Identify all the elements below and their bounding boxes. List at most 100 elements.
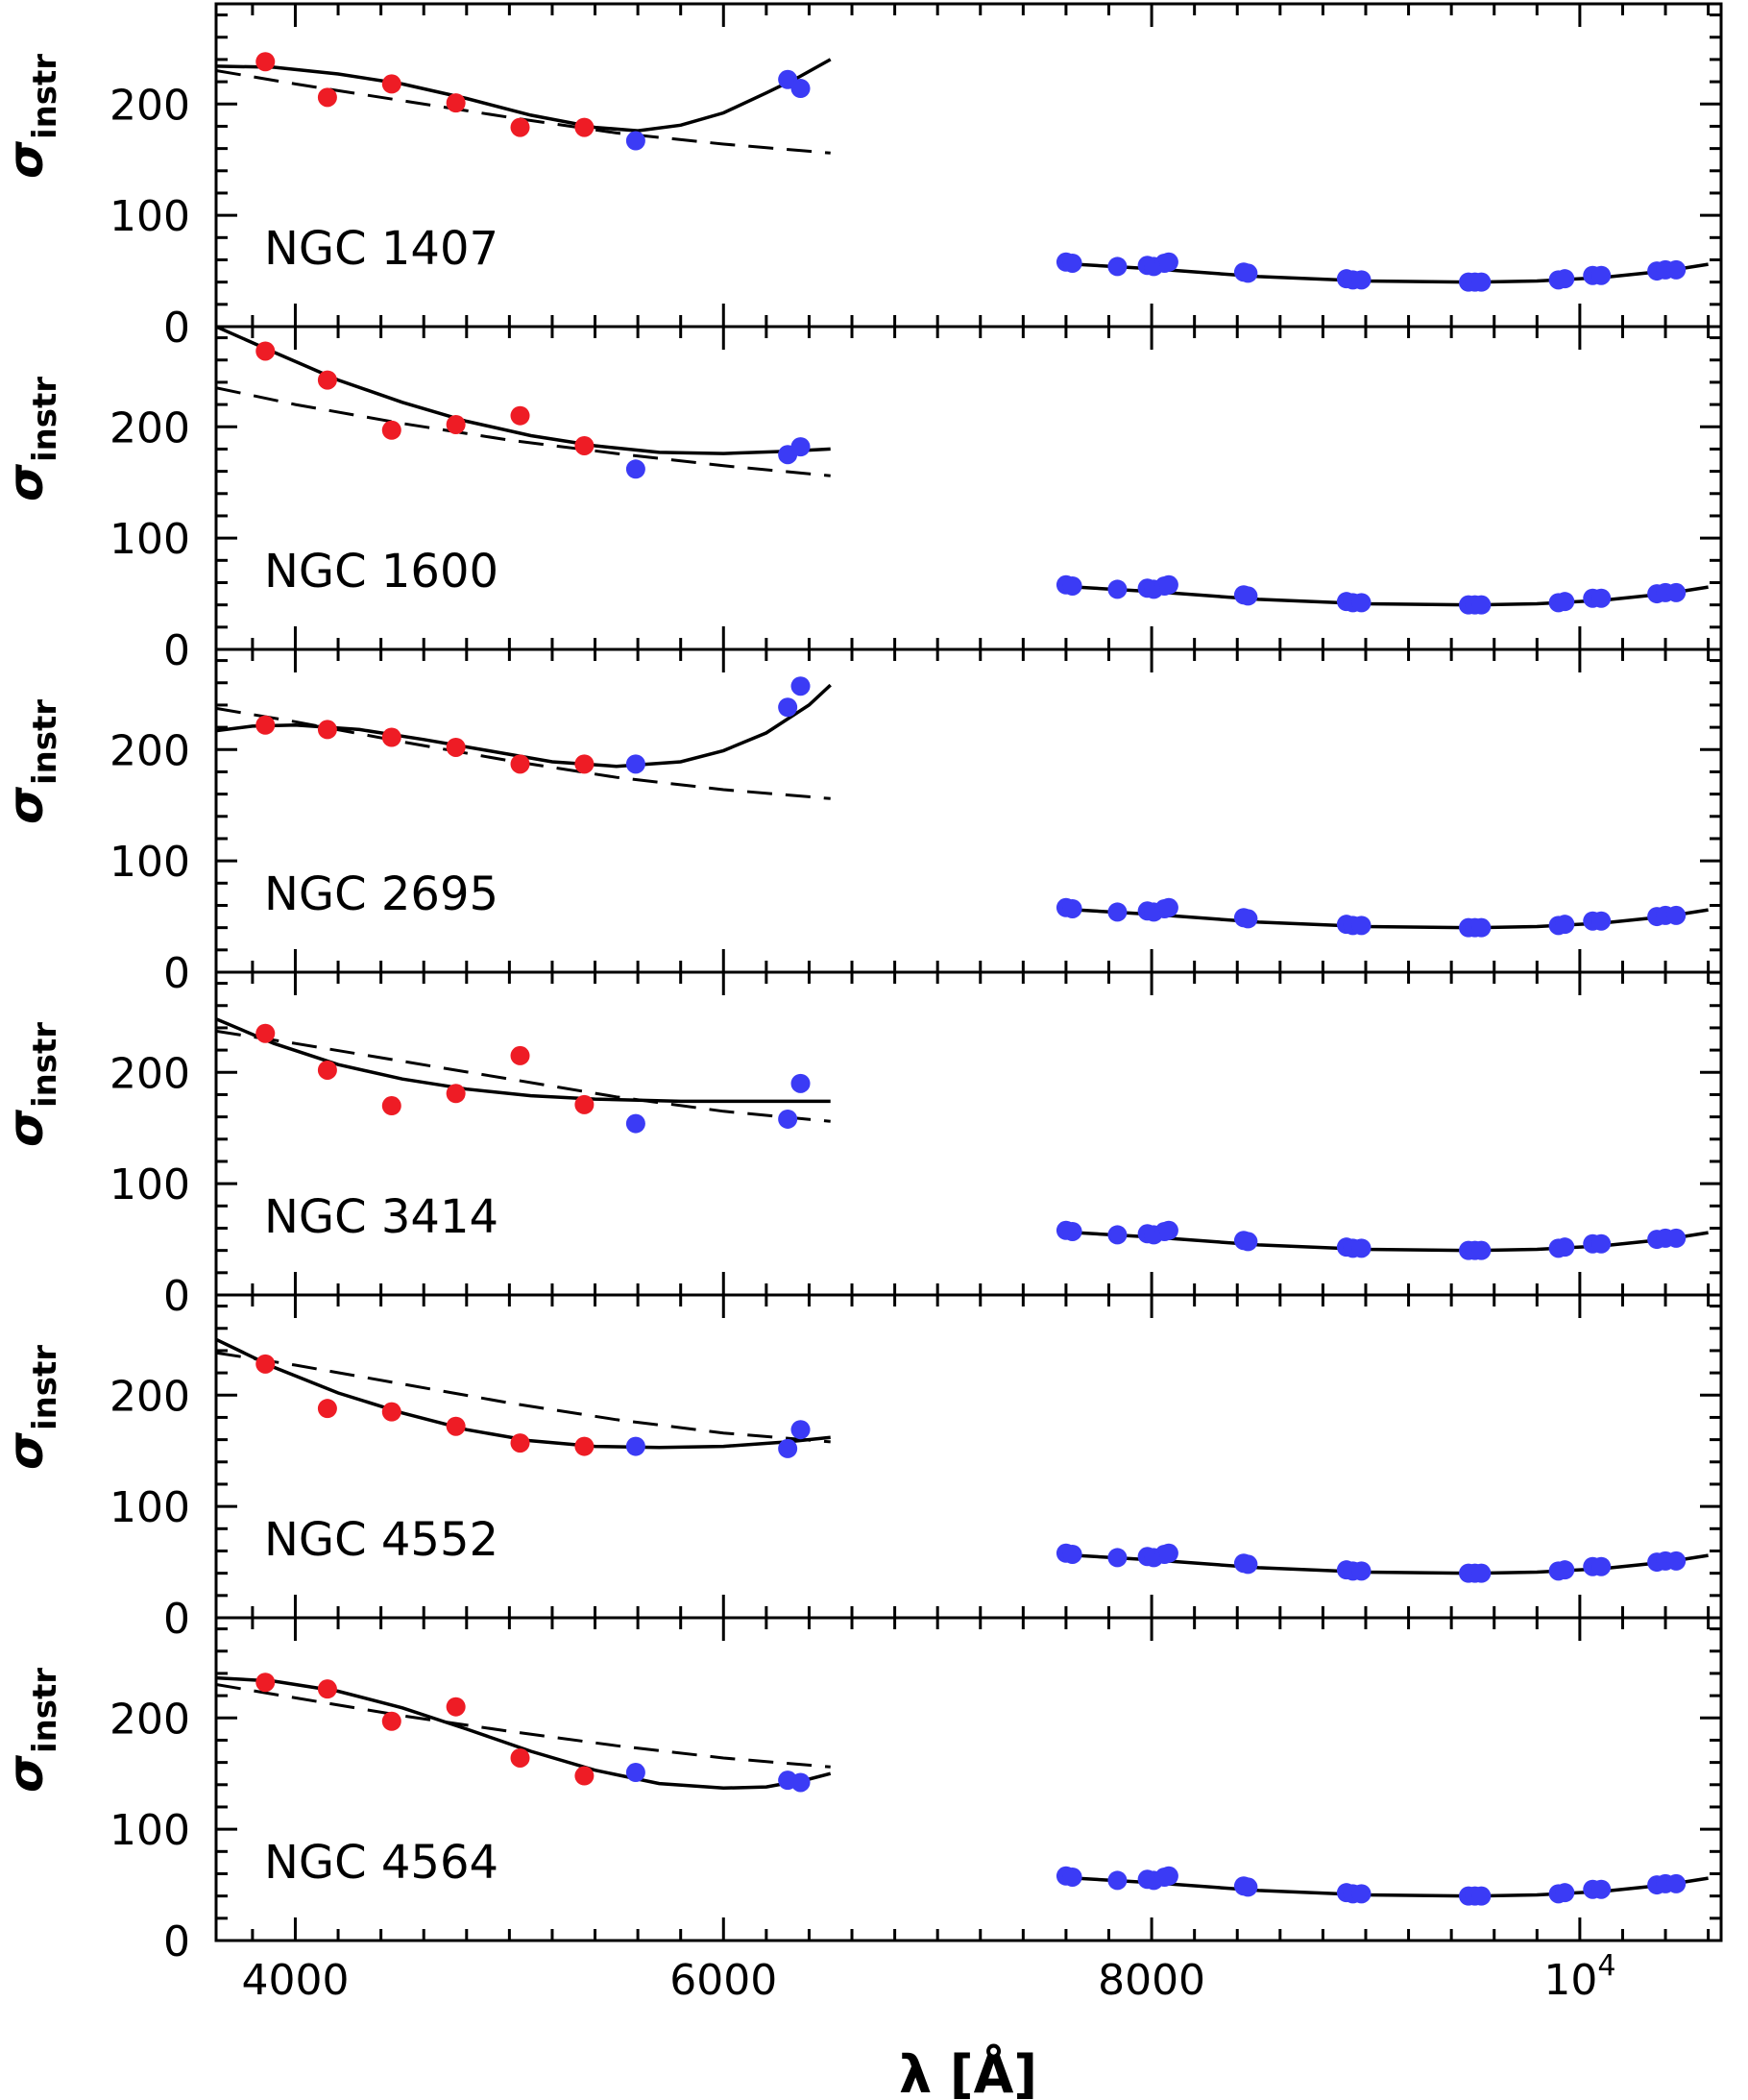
x-tick-text: 6000 — [669, 1956, 777, 2005]
nir-data-point — [1062, 898, 1082, 918]
nir-data-point — [1062, 1221, 1082, 1241]
nir-data-point — [1471, 272, 1492, 292]
galaxy-label: NGC 4564 — [264, 1836, 498, 1890]
nir-data-point — [1555, 1560, 1575, 1580]
y-axis-subscript: instr — [26, 1668, 64, 1753]
panel-ngc-2695: 0 100 200 σinstr NGC 2695 — [0, 647, 1723, 998]
nir-data-point — [1555, 1883, 1575, 1903]
x-tick-label: 104 — [1543, 1949, 1615, 2005]
dashed-fit-line — [216, 1683, 831, 1769]
y-tick-label: 100 — [109, 1483, 190, 1532]
nir-data-point — [1555, 592, 1575, 612]
optical-data-point — [510, 117, 530, 137]
nir-data-point — [1107, 1225, 1128, 1245]
panel-frame — [214, 647, 1723, 974]
optical-data-point — [510, 1433, 530, 1453]
y-axis-subscript: instr — [26, 54, 64, 139]
blue-data-point — [778, 697, 798, 718]
nir-data-point — [1666, 1873, 1687, 1893]
panel-ngc-4564: 0 100 200 σinstr NGC 4564 — [0, 1616, 1723, 1966]
optical-data-point — [381, 1402, 401, 1422]
y-tick-label: 200 — [109, 81, 190, 130]
panel-frame — [214, 1293, 1723, 1620]
galaxy-label: NGC 1600 — [264, 545, 498, 598]
blue-data-point — [625, 131, 645, 151]
dashed-fit-line — [216, 69, 831, 155]
y-axis-title: σinstr — [0, 1022, 64, 1147]
y-tick-label: 100 — [109, 515, 190, 564]
nir-data-point — [1107, 256, 1128, 277]
galaxy-label: NGC 3414 — [264, 1190, 498, 1244]
blue-data-point — [778, 1438, 798, 1458]
nir-data-point — [1471, 1563, 1492, 1583]
optical-data-point — [510, 1045, 530, 1065]
nir-data-point — [1555, 269, 1575, 289]
y-tick-label: 0 — [163, 626, 190, 675]
blue-data-point — [790, 676, 811, 696]
y-axis-symbol: σ — [0, 463, 54, 501]
nir-data-point — [1591, 911, 1612, 931]
optical-data-point — [446, 93, 466, 113]
y-axis-symbol: σ — [0, 786, 54, 824]
y-tick-label: 100 — [109, 1806, 190, 1855]
nir-data-point — [1158, 1220, 1178, 1240]
y-tick-label: 200 — [109, 1695, 190, 1744]
optical-data-point — [317, 87, 337, 108]
y-tick-label: 200 — [109, 1049, 190, 1098]
dashed-fit-line — [216, 706, 831, 800]
y-axis-title: σinstr — [0, 54, 64, 179]
dashed-fit-line — [216, 386, 831, 477]
blue-data-point — [625, 1113, 645, 1134]
optical-data-point — [381, 1711, 401, 1731]
optical-data-point — [510, 754, 530, 774]
y-tick-label: 0 — [163, 949, 190, 998]
y-axis-subscript: instr — [26, 699, 64, 785]
x-tick-label: 8000 — [1098, 1956, 1205, 2005]
nir-data-point — [1107, 1548, 1128, 1568]
optical-data-point — [574, 1436, 595, 1456]
optical-data-point — [446, 414, 466, 434]
x-axis-title: λ [Å] — [899, 2044, 1037, 2100]
nir-data-point — [1351, 1238, 1372, 1258]
nir-data-point — [1591, 265, 1612, 285]
nir-data-point — [1555, 915, 1575, 935]
panel-plot-area — [216, 52, 1709, 292]
y-tick-label: 100 — [109, 192, 190, 241]
x-tick-label: 6000 — [669, 1956, 777, 2005]
panel-frame — [214, 970, 1723, 1297]
optical-data-point — [446, 737, 466, 757]
y-tick-label: 0 — [163, 1917, 190, 1966]
panel-plot-area — [216, 1673, 1709, 1906]
nir-data-point — [1471, 917, 1492, 938]
nir-data-point — [1062, 253, 1082, 273]
nir-data-point — [1107, 579, 1128, 599]
y-tick-label: 200 — [109, 1372, 190, 1421]
nir-data-point — [1158, 897, 1178, 917]
x-tick-label: 4000 — [241, 1956, 349, 2005]
nir-data-point — [1062, 575, 1082, 596]
optical-data-point — [446, 1416, 466, 1436]
nir-data-point — [1062, 1544, 1082, 1564]
nir-data-point — [1351, 1884, 1372, 1904]
y-axis-symbol: σ — [0, 1754, 54, 1793]
nir-data-point — [1591, 1879, 1612, 1899]
nir-data-point — [1238, 1232, 1258, 1252]
optical-data-point — [574, 754, 595, 774]
optical-data-point — [317, 1679, 337, 1699]
nir-data-point — [1591, 588, 1612, 608]
y-tick-label: 100 — [109, 838, 190, 887]
panel-plot-area — [216, 1337, 1709, 1583]
nir-data-point — [1351, 916, 1372, 936]
optical-data-point — [317, 370, 337, 390]
optical-data-point — [446, 1697, 466, 1717]
nir-data-point — [1555, 1237, 1575, 1258]
nir-data-point — [1666, 259, 1687, 280]
y-axis-title: σinstr — [0, 1345, 64, 1470]
optical-data-point — [381, 420, 401, 440]
y-tick-label: 0 — [163, 304, 190, 353]
nir-data-point — [1238, 586, 1258, 606]
panel-plot-area — [216, 1017, 1709, 1260]
blue-data-point — [778, 1109, 798, 1129]
optical-data-point — [255, 1673, 276, 1693]
